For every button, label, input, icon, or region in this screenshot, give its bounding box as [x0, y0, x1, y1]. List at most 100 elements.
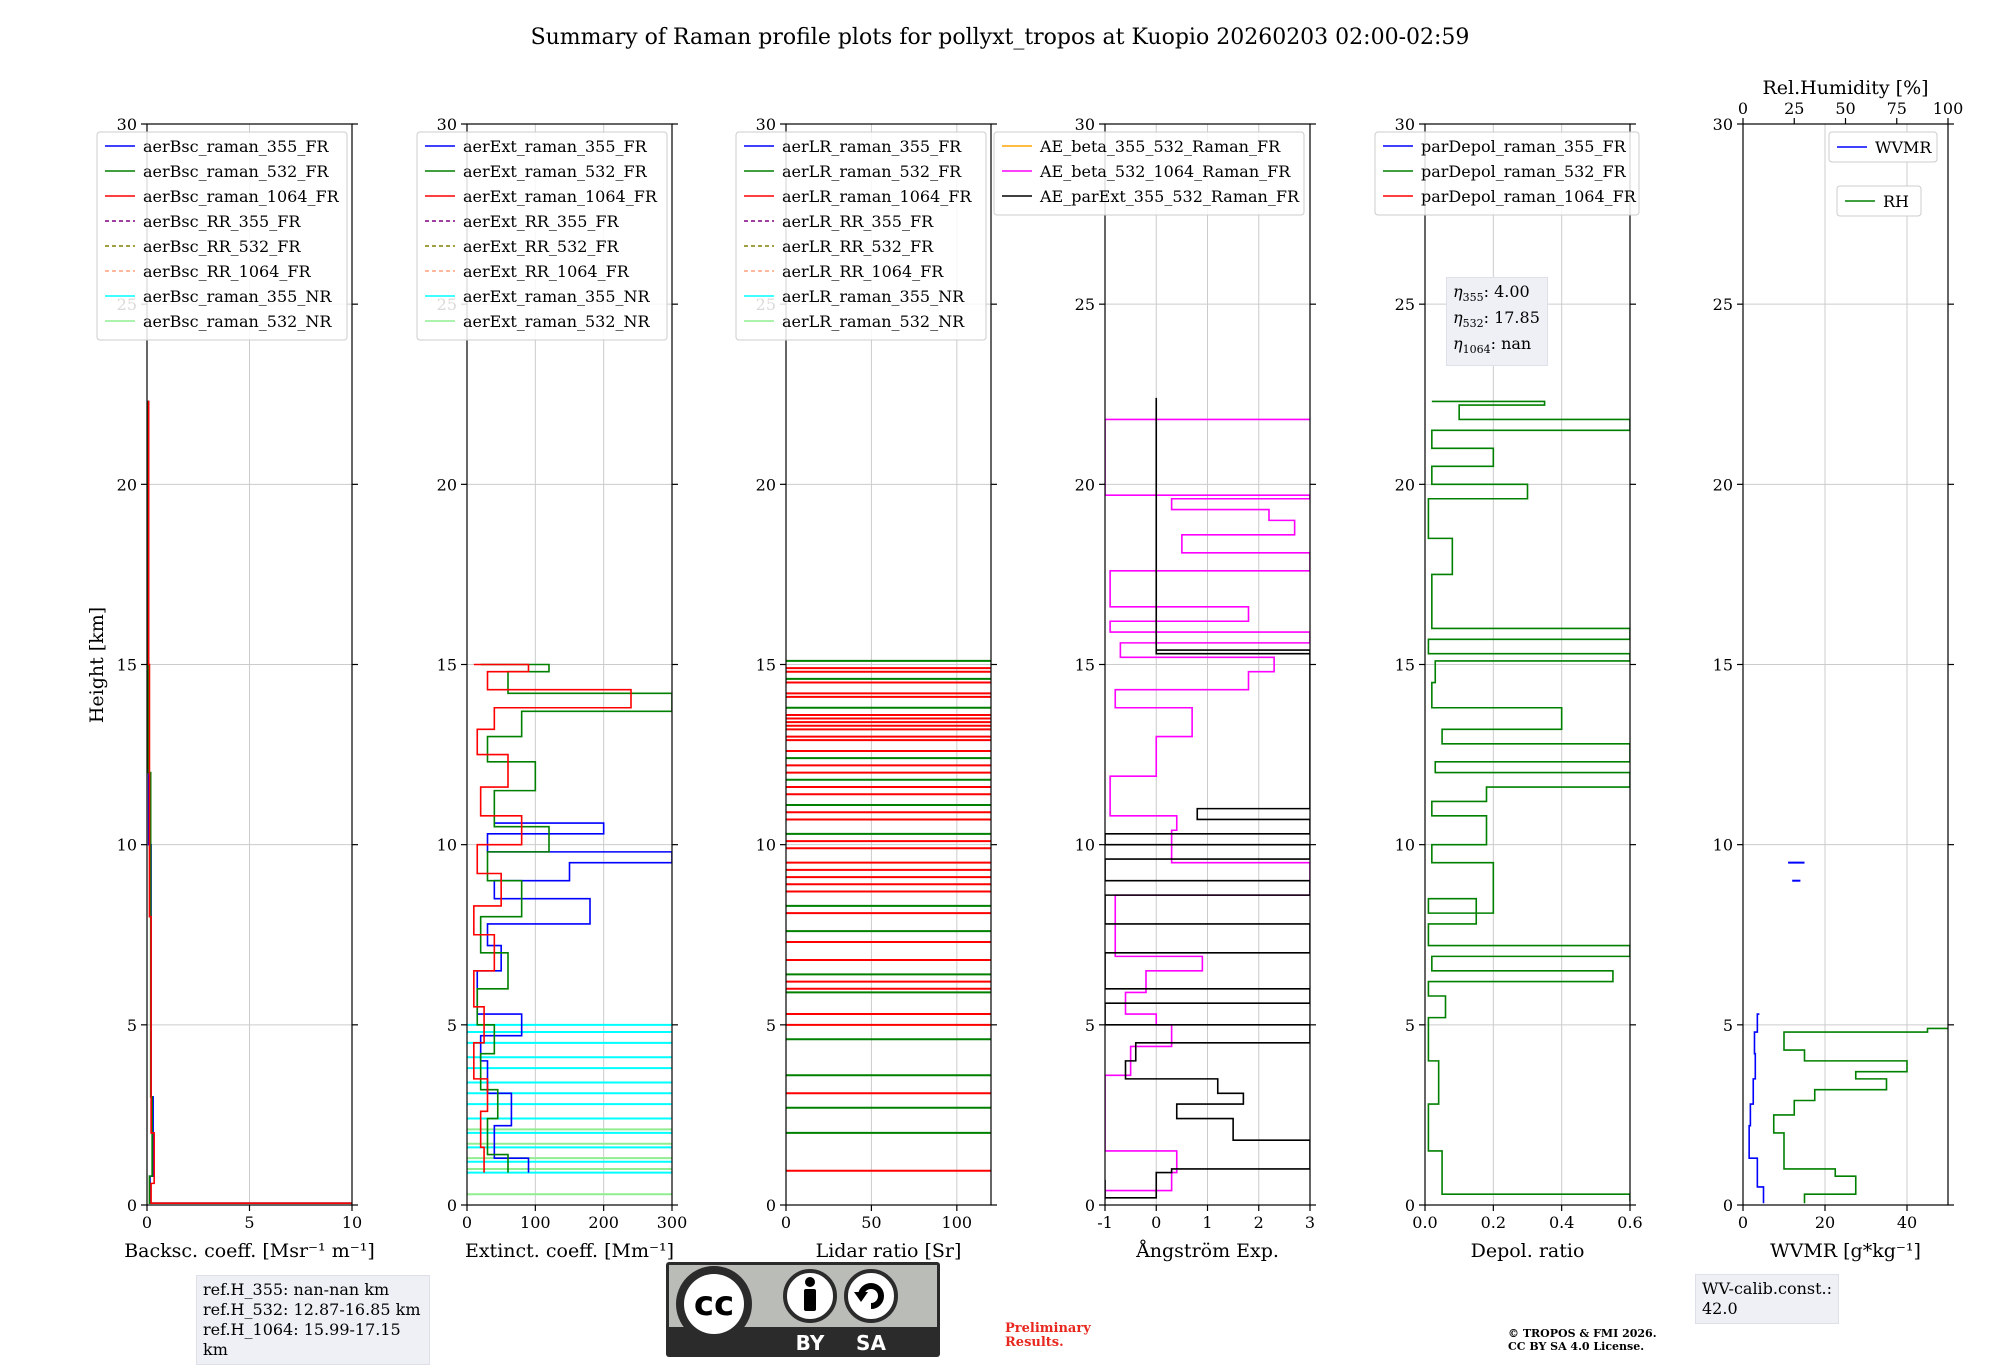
y-tick-label: 5	[447, 1016, 457, 1035]
y-tick-label: 25	[1075, 295, 1095, 314]
y-tick-label: 0	[1723, 1196, 1733, 1215]
x-tick-label: 1	[1202, 1213, 1212, 1232]
legend-item: AE_beta_355_532_Raman_FR	[1039, 137, 1281, 156]
y-tick-label: 0	[1085, 1196, 1095, 1215]
legend-item: aerLR_raman_355_NR	[782, 287, 965, 306]
y-tick-label: 25	[1395, 295, 1415, 314]
wv-calib-text: WV-calib.const.: 42.0	[1702, 1279, 1833, 1318]
series-line-aerExt_raman_1064_FR	[473, 663, 632, 1173]
x-tick-label: 0.4	[1549, 1213, 1574, 1232]
figure-title: Summary of Raman profile plots for polly…	[531, 25, 1470, 50]
y-tick-label: 15	[1713, 656, 1733, 675]
series-line-RH	[1772, 1027, 1948, 1204]
x-tick-label: 40	[1897, 1213, 1917, 1232]
x-tick-label: 5	[244, 1213, 254, 1232]
y-tick-label: 30	[1395, 115, 1415, 134]
svg-text:cc: cc	[694, 1284, 734, 1324]
y-tick-label: 30	[1075, 115, 1095, 134]
series-group	[1427, 400, 1630, 1202]
y-tick-label: 10	[117, 836, 137, 855]
series-line-aerExt_raman_355_FR	[476, 822, 672, 1173]
legend-item: aerBsc_raman_1064_FR	[143, 187, 340, 206]
legend-box: aerExt_raman_355_FR aerExt_raman_532_FRae…	[416, 131, 668, 341]
y-tick-label: 15	[1395, 656, 1415, 675]
y-tick-label: 20	[1395, 475, 1415, 494]
ref-height-355: ref.H_355: nan-nan km	[203, 1280, 390, 1299]
x-axis-label: Ångström Exp.	[1135, 1240, 1279, 1262]
legend-item: aerLR_RR_355_FR	[782, 212, 934, 231]
y-tick-label: 30	[1713, 115, 1733, 134]
y-tick-label: 20	[756, 475, 776, 494]
legend-item: aerLR_raman_532_NR	[782, 312, 965, 331]
panel-5: 0.0 0.2 0.4 0.6 0 5 10 15 20 25 30 Depol. ratio parD…	[1374, 115, 1643, 1262]
legend-item: aerLR_raman_1064_FR	[782, 187, 972, 206]
legend-item: aerExt_raman_1064_FR	[463, 187, 658, 206]
legend-box: WVMR	[1828, 131, 1938, 163]
x-tick-label: 50	[861, 1213, 881, 1232]
panel-6: 0 20 40 0 5 10 15 20 25 30 WVMR [g*kg⁻¹] 0 25 50 75 100…	[1713, 77, 1964, 1262]
panel-2: 0100200300051015202530Extinct. coeff. [M…	[416, 115, 688, 1262]
x-tick-label: 0	[462, 1213, 472, 1232]
legend-item: aerExt_RR_1064_FR	[463, 262, 630, 281]
y-tick-label: 20	[1075, 475, 1095, 494]
x-tick-label: 2	[1254, 1213, 1264, 1232]
x-tick-label: 0	[142, 1213, 152, 1232]
legend-item: RH	[1883, 192, 1909, 211]
legend-item: parDepol_raman_1064_FR	[1421, 187, 1637, 206]
x-tick-label: 0.2	[1481, 1213, 1506, 1232]
y-tick-label: 15	[437, 656, 457, 675]
x-tick-label: 0.0	[1412, 1213, 1437, 1232]
y-tick-label: 20	[437, 475, 457, 494]
legend-frame	[1828, 131, 1938, 163]
y-tick-label: 10	[756, 836, 776, 855]
cc-by-text: BY	[796, 1331, 825, 1355]
legend-box: aerLR_raman_355_FR aerLR_raman_532_FR aerL…	[735, 131, 987, 341]
y-tick-label: 30	[756, 115, 776, 134]
legend-item: aerLR_RR_532_FR	[782, 237, 934, 256]
y-tick-label: 5	[1405, 1016, 1415, 1035]
legend-item: WVMR	[1875, 138, 1932, 157]
y-tick-label: 15	[1075, 656, 1095, 675]
x-tick-label: 20	[1815, 1213, 1835, 1232]
series-line-WVMR	[1748, 1013, 1765, 1204]
x-tick-label: 0	[1151, 1213, 1161, 1232]
wv-calib-box: WV-calib.const.: 42.0	[1695, 1274, 1839, 1324]
top-x-tick-label: 75	[1887, 99, 1907, 118]
series-line-AE_beta_532_1064_Raman_FR	[1105, 418, 1310, 1200]
legend-frame	[1836, 185, 1922, 217]
y-tick-label: 5	[766, 1016, 776, 1035]
y-tick-label: 20	[1713, 475, 1733, 494]
legend-item: aerLR_raman_355_FR	[782, 137, 962, 156]
legend-item: aerBsc_raman_532_NR	[143, 312, 332, 331]
x-tick-label: 100	[942, 1213, 973, 1232]
y-tick-label: 30	[117, 115, 137, 134]
top-x-axis-label: Rel.Humidity [%]	[1762, 77, 1928, 99]
legend-box: AE_beta_355_532_Raman_FR AE_beta_532_1064…	[993, 131, 1305, 216]
x-tick-label: 10	[342, 1213, 362, 1232]
x-tick-label: 0	[1738, 1213, 1748, 1232]
x-tick-label: 3	[1305, 1213, 1315, 1232]
legend-frame	[96, 131, 348, 341]
y-tick-label: 30	[437, 115, 457, 134]
y-tick-label: 20	[117, 475, 137, 494]
legend-item: aerBsc_raman_355_FR	[143, 137, 329, 156]
x-axis-label: Depol. ratio	[1471, 1240, 1585, 1262]
y-axis-label: Height [km]	[86, 607, 108, 723]
y-tick-label: 5	[1723, 1016, 1733, 1035]
legend-frame	[993, 131, 1305, 216]
x-tick-label: 0	[781, 1213, 791, 1232]
top-x-tick-label: 50	[1835, 99, 1855, 118]
legend-box: RH	[1836, 185, 1922, 217]
legend-item: aerExt_raman_532_NR	[463, 312, 651, 331]
eta-532: : 17.85	[1483, 308, 1540, 328]
y-tick-label: 10	[1075, 836, 1095, 855]
legend-item: aerExt_raman_355_FR	[463, 137, 648, 156]
eta-sub-355: 355	[1462, 291, 1484, 305]
legend-item: aerBsc_RR_355_FR	[143, 212, 301, 231]
top-x-tick-label: 100	[1933, 99, 1964, 118]
x-tick-label: 200	[588, 1213, 619, 1232]
x-tick-label: 300	[657, 1213, 688, 1232]
y-tick-label: 5	[1085, 1016, 1095, 1035]
x-axis-label: Backsc. coeff. [Msr⁻¹ m⁻¹]	[124, 1240, 375, 1262]
